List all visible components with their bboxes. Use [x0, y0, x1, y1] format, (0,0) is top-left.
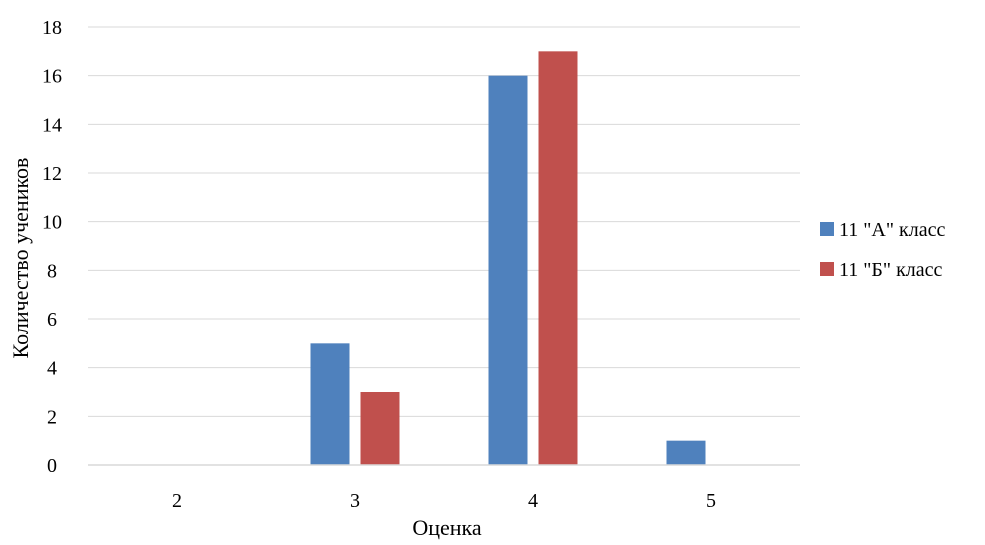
legend: 11 "А" класс 11 "Б" класс: [820, 219, 945, 281]
bar: [538, 51, 578, 465]
x-tick-label: 2: [172, 490, 182, 512]
y-tick-label: 10: [42, 212, 62, 234]
y-axis-title: Количество учеников: [8, 158, 33, 359]
axes: 0 2 4 6 8 10 12 14 16 18 2 3 4 5: [42, 17, 800, 512]
x-axis-title: Оценка: [412, 515, 482, 540]
y-tick-label: 2: [47, 406, 57, 428]
y-tick-label: 12: [42, 163, 62, 185]
y-tick-label: 4: [47, 358, 57, 380]
legend-label: 11 "А" класс: [839, 219, 945, 241]
y-tick-label: 16: [42, 66, 62, 88]
y-tick-label: 8: [47, 260, 57, 282]
bars: [310, 51, 706, 466]
x-tick-label: 3: [350, 490, 360, 512]
y-tick-label: 0: [47, 455, 57, 477]
bar: [310, 343, 350, 465]
gridlines: [88, 26, 800, 417]
bar: [488, 75, 528, 466]
legend-label: 11 "Б" класс: [839, 259, 943, 281]
legend-swatch: [820, 262, 834, 276]
x-tick-label: 4: [528, 490, 538, 512]
legend-swatch: [820, 222, 834, 236]
y-tick-label: 6: [47, 309, 57, 331]
bar: [666, 440, 706, 465]
y-tick-label: 18: [42, 17, 62, 39]
x-tick-label: 5: [706, 490, 716, 512]
bar: [360, 392, 400, 465]
y-tick-label: 14: [42, 114, 62, 136]
